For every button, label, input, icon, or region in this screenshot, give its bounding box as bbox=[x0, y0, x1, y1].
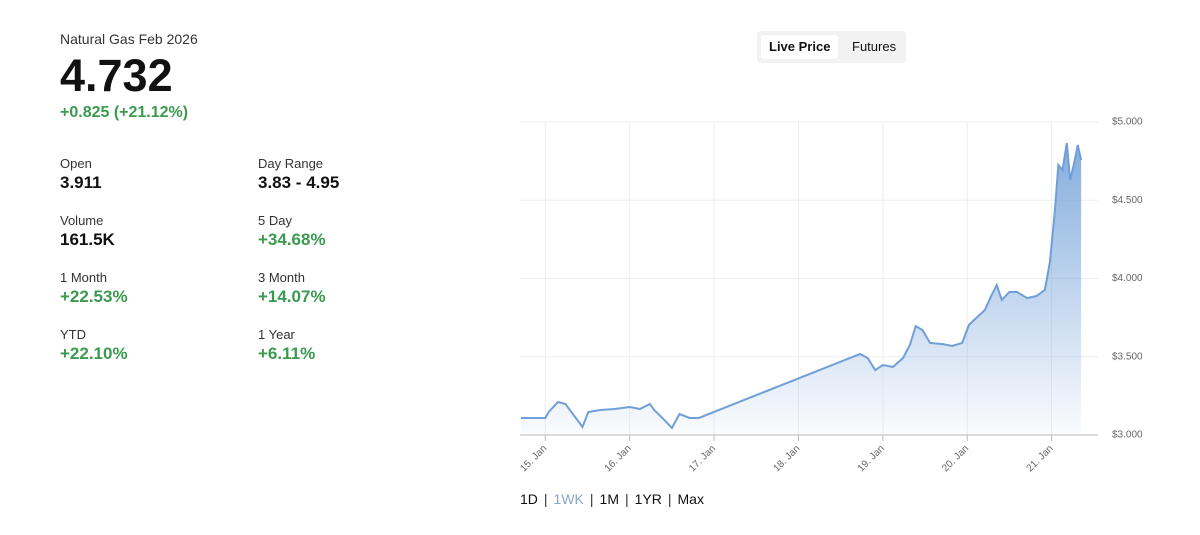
tab[interactable]: Live Price bbox=[761, 35, 839, 59]
x-tick-label: 16. Jan bbox=[603, 443, 634, 474]
separator: | bbox=[589, 491, 594, 507]
stat-value: 3.911 bbox=[60, 173, 102, 192]
range-selector: 1D | 1WK | 1M | 1YR | Max bbox=[520, 491, 704, 507]
x-tick-label: 21. Jan bbox=[1025, 443, 1056, 474]
x-tick-label: 19. Jan bbox=[856, 443, 887, 474]
range-button[interactable]: 1D bbox=[520, 491, 538, 507]
stat-value: +22.10% bbox=[60, 344, 128, 363]
x-tick-label: 18. Jan bbox=[771, 443, 802, 474]
stat-label: Volume bbox=[60, 213, 104, 228]
area-fill bbox=[520, 142, 1082, 435]
stat-label: 1 Month bbox=[60, 270, 107, 285]
stat-label: Open bbox=[60, 156, 92, 171]
separator: | bbox=[624, 491, 629, 507]
range-button[interactable]: Max bbox=[677, 491, 704, 507]
y-tick-label: $3.000 bbox=[1112, 430, 1143, 441]
stat-label: 1 Year bbox=[258, 327, 295, 342]
stat-value: 161.5K bbox=[60, 230, 115, 249]
price-line bbox=[520, 142, 1083, 430]
stat-value: +14.07% bbox=[258, 287, 326, 306]
y-tick-label: $4.000 bbox=[1112, 273, 1143, 284]
tab[interactable]: Futures bbox=[852, 39, 897, 54]
separator: | bbox=[543, 491, 548, 507]
stat-label: YTD bbox=[60, 327, 86, 342]
price: 4.732 bbox=[60, 50, 173, 101]
tab-bar: Live Price Futures bbox=[757, 31, 906, 63]
range-button[interactable]: 1YR bbox=[634, 491, 662, 507]
stat-label: 3 Month bbox=[258, 270, 305, 285]
stat-value: +22.53% bbox=[60, 287, 128, 306]
instrument-title: Natural Gas Feb 2026 bbox=[60, 31, 198, 47]
price-change: +0.825 (+21.12%) bbox=[60, 104, 189, 121]
stat-value: 3.83 - 4.95 bbox=[258, 173, 340, 192]
stat-label: 5 Day bbox=[258, 213, 292, 228]
stat-value: +6.11% bbox=[258, 344, 316, 363]
x-tick-label: 17. Jan bbox=[687, 443, 718, 474]
y-tick-label: $5.000 bbox=[1112, 117, 1143, 128]
x-tick-label: 20. Jan bbox=[940, 443, 971, 474]
range-button[interactable]: 1WK bbox=[553, 491, 584, 507]
y-tick-label: $3.500 bbox=[1112, 351, 1143, 362]
x-tick-label: 15. Jan bbox=[518, 443, 549, 474]
stat-value: +34.68% bbox=[258, 230, 326, 249]
range-button[interactable]: 1M bbox=[599, 491, 619, 507]
separator: | bbox=[667, 491, 672, 507]
stat-label: Day Range bbox=[258, 156, 324, 171]
y-tick-label: $4.500 bbox=[1112, 195, 1143, 206]
